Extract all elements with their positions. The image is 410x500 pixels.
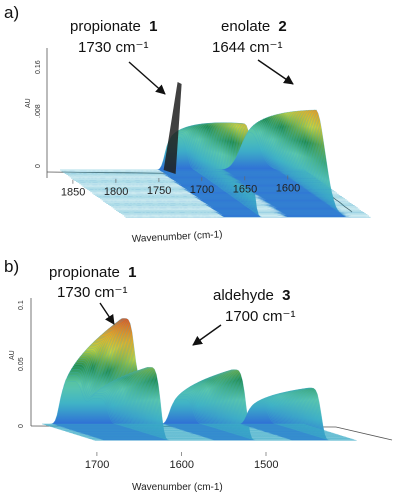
panel-a: a) 0 .008 0.16 AU 1850 1800 1750 1700 1650 16… (4, 3, 371, 245)
panel-b-y-ticks: 0 0.05 0.1 AU (9, 300, 25, 428)
panel-a-annotation-enolate: enolate 2 1644 cm⁻¹ (212, 18, 294, 85)
panel-b-ylabel: AU (9, 350, 16, 360)
panel-b-ytick-0: 0 (18, 424, 25, 428)
annot-a2-bold: 2 (278, 18, 286, 35)
spectrum-trace (43, 375, 306, 425)
annot-b1-value: 1730 cm⁻¹ (57, 284, 127, 301)
x-tick-label: 1700 (190, 184, 214, 196)
x-tick-label: 1750 (147, 185, 171, 197)
annot-a1-arrow (128, 61, 166, 95)
panel-a-xlabel: Wavenumber (cm-1) (132, 229, 223, 245)
panel-b-surface (42, 318, 357, 441)
panel-b-x-ticks: 1700 1600 1500 (85, 452, 278, 471)
panel-a-ytick-2: 0.16 (35, 60, 42, 74)
panel-b-ytick-2: 0.1 (18, 300, 25, 310)
x-tick-label: 1800 (104, 186, 128, 198)
x-tick-label: 1650 (233, 183, 257, 195)
annot-b1-label: propionate (49, 264, 120, 281)
annot-b1-bold: 1 (128, 264, 136, 281)
annot-a2-arrow (257, 59, 294, 85)
x-tick-label: 1500 (254, 459, 278, 471)
annot-b1-arrow (99, 302, 115, 325)
x-tick-label: 1700 (85, 459, 109, 471)
annot-a2-value: 1644 cm⁻¹ (212, 39, 282, 56)
panel-b-annotation-aldehyde: aldehyde 3 1700 cm⁻¹ (192, 287, 295, 346)
x-tick-label: 1600 (276, 182, 300, 194)
annot-a1-bold: 1 (149, 18, 157, 35)
panel-a-x-ticks: 1850 1800 1750 1700 1650 1600 (61, 175, 300, 199)
x-tick-label: 1600 (170, 459, 194, 471)
panel-b-letter: b) (4, 257, 19, 276)
spectrum-trace (42, 381, 304, 425)
panel-b: b) 0 0.05 0.1 AU 1700 1600 1500 Wavenumber… (4, 257, 393, 493)
annot-a2-label: enolate (221, 18, 270, 35)
x-tick-label: 1850 (61, 187, 85, 199)
annot-b2-bold: 3 (282, 287, 290, 304)
annot-b2-label: aldehyde (213, 287, 274, 304)
annot-b2-value: 1700 cm⁻¹ (225, 308, 295, 325)
annot-a1-label: propionate (70, 18, 141, 35)
panel-a-y-ticks: 0 .008 0.16 AU (25, 60, 42, 168)
plateau-shadow (163, 82, 182, 174)
annot-b2-arrow (192, 324, 222, 346)
text: propionate 1 (49, 264, 136, 281)
panel-b-depth-axis (335, 426, 393, 441)
text: aldehyde 3 (213, 287, 290, 304)
panel-a-ylabel: AU (25, 98, 32, 108)
annot-a1-value: 1730 cm⁻¹ (78, 39, 148, 56)
panel-b-xlabel: Wavenumber (cm-1) (132, 482, 223, 493)
panel-a-annotation-propionate: propionate 1 1730 cm⁻¹ (70, 18, 166, 95)
panel-b-annotation-propionate: propionate 1 1730 cm⁻¹ (49, 264, 136, 325)
panel-a-ytick-0: 0 (35, 164, 42, 168)
spectrum-trace (60, 132, 305, 171)
text: enolate 2 (221, 18, 287, 35)
text: propionate 1 (70, 18, 157, 35)
panel-b-ytick-1: 0.05 (18, 357, 25, 371)
panel-a-ytick-1: .008 (35, 104, 42, 118)
panel-a-surface (60, 82, 371, 218)
panel-a-letter: a) (4, 3, 19, 22)
